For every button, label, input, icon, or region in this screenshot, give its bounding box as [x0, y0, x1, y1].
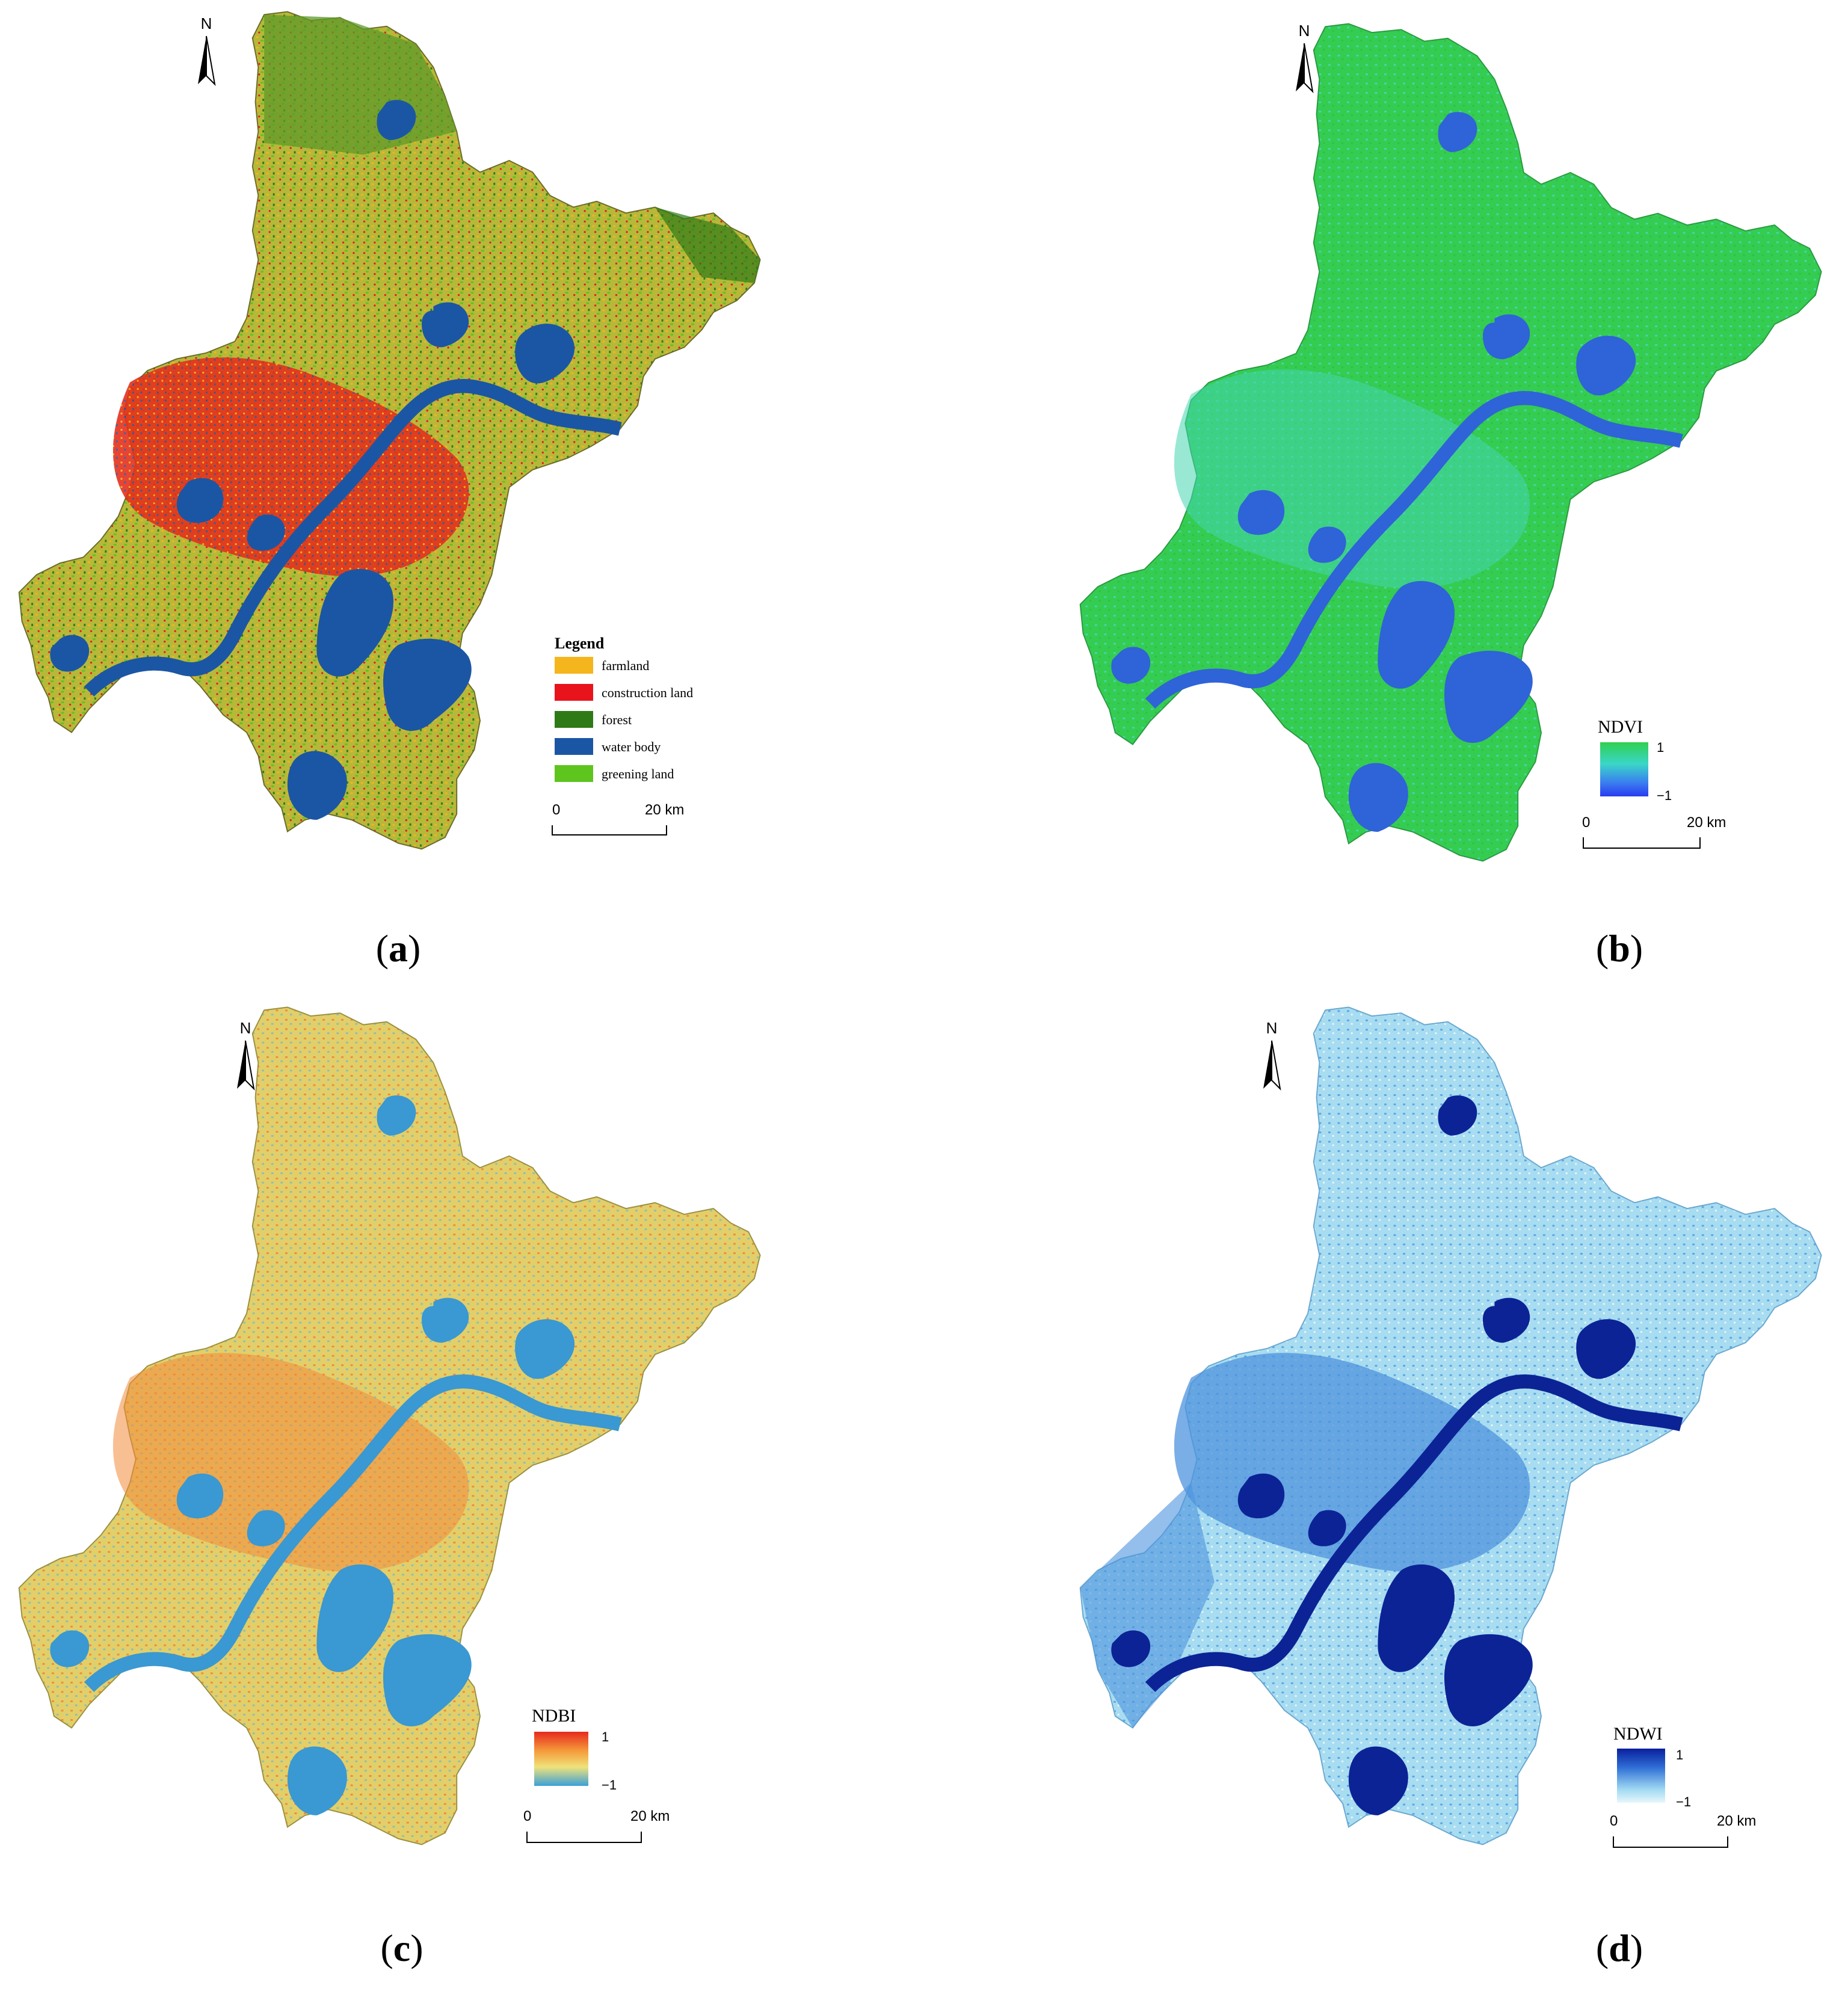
scale-start-label: 0	[552, 802, 560, 818]
caption-d: (d)	[1595, 1927, 1643, 1969]
legend-item-label: farmland	[602, 658, 649, 673]
legend-item-label: construction land	[602, 685, 693, 700]
legend-swatch	[555, 684, 593, 701]
legend-swatch	[555, 765, 593, 782]
panel-c: N NDBI 1 −1 0 20 km (c)	[0, 997, 924, 1993]
svg-text:N: N	[201, 14, 212, 32]
map-c: N NDBI 1 −1 0 20 km	[18, 1006, 761, 1845]
range-max-b: 1	[1657, 740, 1664, 755]
index-name-d: NDWI	[1613, 1724, 1663, 1744]
forest-north-a	[264, 14, 457, 155]
west-zone-d	[1080, 1483, 1215, 1728]
legend-item-label: forest	[602, 712, 632, 727]
legend-a: Legend farmland construction land forest wa…	[555, 635, 693, 782]
color-ramp-legend-b: NDVI 1 −1	[1598, 717, 1672, 803]
scale-start-label: 0	[523, 1808, 531, 1824]
legend-swatch	[555, 711, 593, 728]
caption-c: (c)	[380, 1927, 424, 1969]
legend-item-label: water body	[602, 739, 661, 754]
index-name-c: NDBI	[532, 1706, 576, 1726]
range-max-c: 1	[602, 1729, 609, 1744]
map-b: N NDVI 1 −1 0 20 km	[1079, 22, 1822, 862]
map-d: N NDWI 1 −1 0 20 km	[1079, 1006, 1822, 1848]
panel-d: N NDWI 1 −1 0 20 km (d)	[924, 997, 1848, 1993]
color-ramp-b	[1600, 742, 1648, 796]
legend-swatch	[555, 657, 593, 674]
color-ramp-c	[534, 1732, 588, 1786]
scale-end-label: 20 km	[1687, 814, 1726, 831]
scale-bar-a: 0 20 km	[552, 802, 684, 835]
index-name-b: NDVI	[1598, 717, 1643, 737]
range-min-b: −1	[1657, 788, 1672, 803]
color-ramp-legend-c: NDBI 1 −1	[532, 1706, 617, 1792]
color-ramp-d	[1617, 1749, 1665, 1803]
scale-end-label: 20 km	[1717, 1813, 1756, 1829]
range-max-d: 1	[1676, 1747, 1683, 1762]
caption-b: (b)	[1595, 927, 1643, 970]
north-arrow-b: N	[1295, 22, 1313, 92]
scale-start-label: 0	[1610, 1813, 1618, 1829]
panel-a: N Legend farmland construction land forest…	[0, 0, 924, 997]
scale-bar-d: 0 20 km	[1610, 1813, 1756, 1848]
color-ramp-legend-d: NDWI 1 −1	[1613, 1724, 1691, 1809]
range-min-d: −1	[1676, 1794, 1691, 1809]
range-min-c: −1	[602, 1777, 617, 1792]
scale-bar-c: 0 20 km	[523, 1808, 670, 1843]
legend-title: Legend	[555, 635, 605, 652]
legend-item-label: greening land	[602, 766, 674, 781]
map-a: N Legend farmland construction land forest…	[18, 11, 761, 850]
forest-east-a	[655, 207, 760, 283]
scale-bar-b: 0 20 km	[1582, 814, 1726, 849]
scale-start-label: 0	[1582, 814, 1590, 831]
svg-text:N: N	[240, 1019, 251, 1037]
north-arrow-c: N	[236, 1019, 254, 1089]
svg-text:N: N	[1266, 1019, 1278, 1037]
legend-swatch	[555, 738, 593, 755]
svg-text:N: N	[1299, 22, 1310, 40]
north-arrow-d: N	[1263, 1019, 1281, 1089]
scale-end-label: 20 km	[630, 1808, 670, 1824]
scale-end-label: 20 km	[645, 802, 684, 818]
caption-a: (a)	[375, 927, 421, 970]
panel-b: N NDVI 1 −1 0 20 km (b)	[924, 0, 1848, 997]
north-arrow-a: N	[197, 14, 215, 85]
